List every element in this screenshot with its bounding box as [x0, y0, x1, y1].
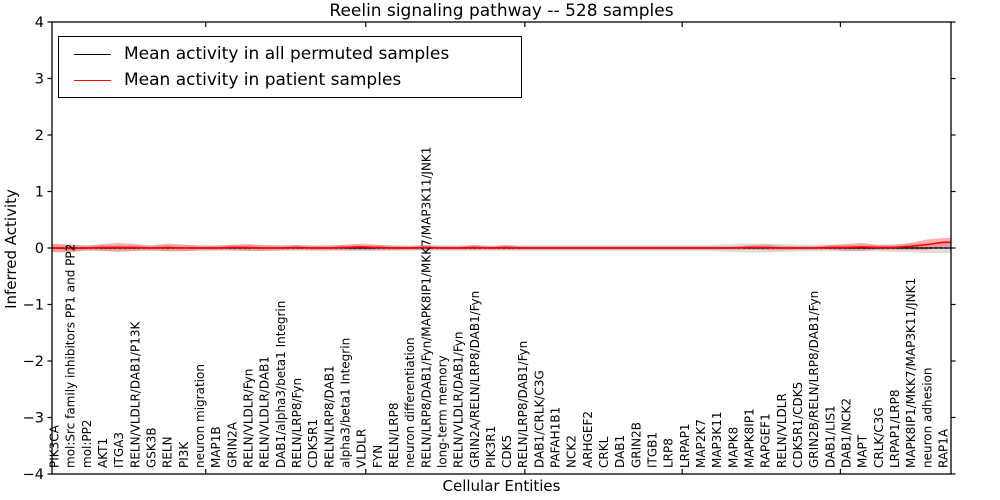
x-tick-label: RAPGEF1: [759, 413, 773, 468]
y-tick-label: −2: [23, 354, 44, 370]
y-tick-label: −3: [23, 411, 44, 427]
x-tick-label: CDK5R1/CDK5: [791, 382, 805, 468]
y-tick-label: 4: [35, 15, 44, 31]
x-tick-label: ITGB1: [646, 432, 660, 468]
legend-entry-label: Mean activity in patient samples: [124, 70, 402, 90]
patient-mean-line: [52, 241, 951, 250]
y-tick-label: 3: [35, 72, 44, 88]
x-tick-label: alpha3/beta1 Integrin: [338, 338, 352, 468]
x-tick-label: mol:PP2: [80, 419, 94, 468]
x-tick-label: neuron migration: [193, 364, 207, 468]
x-tick-label: MAPK8IP1: [743, 408, 757, 468]
x-tick-label: mol:Src family inhibitors PP1 and PP2: [64, 244, 78, 468]
x-tick-label: RELN: [161, 436, 175, 468]
x-tick-label: neuron differentiation: [403, 337, 417, 468]
y-tick-label: 0: [35, 241, 44, 257]
y-tick-label: −4: [23, 467, 44, 483]
x-tick-label: RELN/VLDLR/DAB1: [258, 356, 272, 468]
y-axis-label: Inferred Activity: [2, 189, 20, 309]
x-tick-label: DAB1: [613, 435, 627, 468]
x-tick-label: GRIN2A: [225, 421, 239, 468]
x-tick-label: RELN/LRP8/DAB1: [322, 365, 336, 468]
x-tick-label: ITGA3: [112, 432, 126, 468]
x-tick-label: RELN/LRP8/DAB1/Fyn: [516, 341, 530, 468]
legend-line-sample-permuted: [74, 53, 111, 55]
x-tick-label: MAPK8: [726, 427, 740, 468]
x-tick-label: MAP1B: [209, 426, 223, 468]
x-tick-label: GRIN2A/RELN/LRP8/DAB1/Fyn: [468, 291, 482, 468]
x-tick-label: GSK3B: [144, 427, 158, 468]
y-tick-label: 2: [35, 128, 44, 144]
x-tick-label: PAFAH1B1: [549, 407, 563, 468]
chart-title: Reelin signaling pathway -- 528 samples: [329, 1, 674, 21]
x-tick-label: RELN/LRP8: [387, 402, 401, 468]
x-tick-label: PI3K: [177, 441, 191, 468]
x-tick-label: MAPK8IP1/MKK7/MAP3K11/JNK1: [904, 278, 918, 468]
legend: Mean activity in all permuted samples Me…: [58, 36, 522, 98]
x-tick-label: MAPT: [856, 434, 870, 468]
x-tick-label: CDK5R1: [306, 419, 320, 468]
x-tick-label: RELN/LRP8/DAB1/Fyn/MAPK8IP1/MKK7/MAP3K11…: [419, 147, 433, 468]
x-tick-label: LRPAP1: [678, 423, 692, 468]
x-tick-label: RAP1A: [937, 428, 951, 468]
x-tick-label: GRIN2B: [629, 422, 643, 468]
x-tick-label: long-term memory: [435, 355, 449, 468]
x-tick-label: CDK5: [500, 435, 514, 468]
y-tick-label: 1: [35, 185, 44, 201]
patient-band: [52, 237, 951, 253]
x-tick-label: GRIN2B/RELN/LRP8/DAB1/Fyn: [807, 291, 821, 468]
x-tick-label: PIK3R1: [484, 426, 498, 468]
legend-entry-label: Mean activity in all permuted samples: [124, 44, 450, 64]
x-axis-label: Cellular Entities: [442, 477, 561, 495]
x-tick-label: DAB1/alpha3/beta1 Integrin: [274, 301, 288, 468]
x-tick-label: FYN: [371, 445, 385, 468]
x-tick-label: RELN/VLDLR/DAB1/Fyn: [452, 332, 466, 468]
x-tick-label: LRPAP1/LRP8: [888, 389, 902, 468]
x-tick-label: RELN/VLDLR/DAB1/P13K: [128, 321, 142, 468]
x-tick-label: NCK2: [565, 435, 579, 468]
x-tick-label: CRKL: [597, 436, 611, 468]
legend-entry: Mean activity in all permuted samples: [74, 41, 521, 67]
x-tick-label: AKT1: [96, 438, 110, 468]
x-tick-label: PIK3CA: [48, 424, 62, 468]
x-tick-label: DAB1/LIS1: [823, 405, 837, 468]
x-tick-label: RELN/VLDLR: [775, 393, 789, 468]
x-tick-label: MAP2K7: [694, 419, 708, 468]
x-tick-label: LRP8: [662, 438, 676, 468]
y-tick-label: −1: [23, 298, 44, 314]
x-tick-label: VLDLR: [355, 429, 369, 468]
x-tick-label: DAB1/CRLK/C3G: [532, 370, 546, 468]
legend-entry: Mean activity in patient samples: [74, 67, 521, 93]
x-tick-label: RELN/LRP8/Fyn: [290, 378, 304, 468]
legend-line-sample-patient: [74, 79, 111, 81]
x-tick-label: neuron adhesion: [920, 367, 934, 468]
x-tick-label: DAB1/NCK2: [840, 398, 854, 468]
x-tick-label: MAP3K11: [710, 411, 724, 468]
x-tick-label: RELN/VLDLR/Fyn: [241, 369, 255, 468]
x-tick-label: CRLK/C3G: [872, 407, 886, 468]
x-tick-label: ARHGEF2: [581, 411, 595, 468]
